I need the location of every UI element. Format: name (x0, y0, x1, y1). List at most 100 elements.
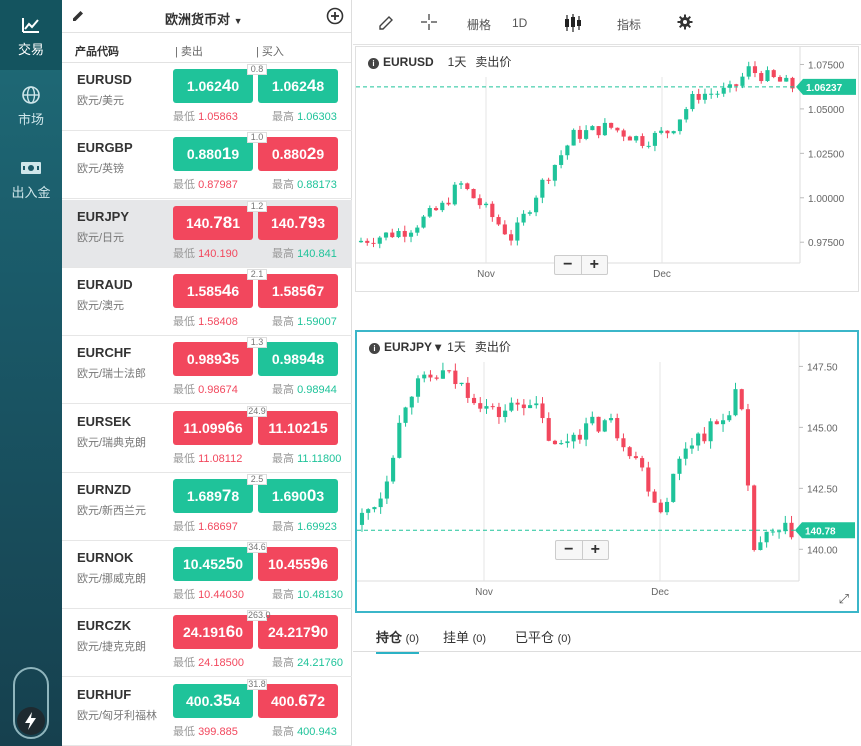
pair-row-eurusd[interactable]: EURUSD 欧元/美元 1.062 4 0 1.062 4 8 0.8 最低 1.05863 最高… (62, 63, 352, 131)
candle-body (559, 155, 564, 165)
pair-row-eurjpy[interactable]: EURJPY 欧元/日元 140. 78 1 140. 79 3 1.2 最低 140.190 最高… (62, 199, 352, 268)
crosshair-icon[interactable] (420, 13, 438, 31)
buy-price-button[interactable]: 0.989 4 8 (258, 342, 338, 377)
candle-body (652, 491, 657, 503)
high-label: 最高 (272, 452, 298, 465)
candle-body (777, 531, 782, 533)
low-value: 最低 1.68697 (173, 518, 238, 534)
candlestick-icon[interactable] (563, 13, 583, 33)
pair-row-eursek[interactable]: EURSEK 欧元/瑞典克朗 11.099 6 6 11.102 1 5 24.9 最低 11.0… (62, 405, 352, 473)
pencil-icon[interactable] (377, 14, 395, 32)
chart-eurjpy[interactable]: Nov Dec 147.50 145.00 142.50 140.00 140.78 i EUR… (355, 330, 859, 613)
pair-row-eurchf[interactable]: EURCHF 欧元/瑞士法郎 0.989 3 5 0.989 4 8 1.3 最低 0.98674… (62, 336, 352, 405)
sell-price-button[interactable]: 1.689 7 8 (173, 478, 253, 513)
gear-icon[interactable] (677, 14, 693, 30)
chart-period[interactable]: 1天 (447, 340, 466, 354)
candle-body (602, 122, 607, 136)
high-label: 最高 (272, 589, 298, 602)
candle-body (396, 230, 401, 238)
pair-row-eurnok[interactable]: EURNOK 欧元/挪威克朗 10.452 5 0 10.455 9 6 34.6 最低 10.4… (62, 541, 352, 610)
buy-price-button[interactable]: 0.880 2 9 (258, 137, 338, 172)
spread-badge: 24.9 (247, 405, 267, 417)
sell-price-button[interactable]: 10.452 5 0 (173, 547, 253, 582)
sell-price-button[interactable]: 1.062 4 0 (173, 69, 253, 103)
pair-row-eurhuf[interactable]: EURHUF 欧元/匈牙利福林 400. 35 4 400. 67 2 31.8 最低 399.8… (62, 678, 352, 746)
buy-price-button[interactable]: 24.217 9 0 (258, 615, 338, 650)
tab-pending-orders[interactable]: 挂单 (0) (443, 627, 486, 646)
buy-price-button[interactable]: 1.690 0 3 (258, 478, 338, 513)
sell-price-button[interactable]: 400. 35 4 (173, 683, 253, 718)
price-pip: 1 (232, 214, 240, 231)
tab-closed-positions[interactable]: 已平仓 (0) (515, 627, 571, 646)
pair-row-eurczk[interactable]: EURCZK 欧元/捷克克朗 24.191 6 0 24.217 9 0 263.0 最低 24.… (62, 609, 352, 678)
candle-body (602, 420, 607, 432)
candle-body (752, 66, 758, 74)
candle-body (390, 232, 395, 238)
chart-symbol[interactable]: EURJPY ▾ (384, 340, 442, 354)
sell-price-button[interactable]: 24.191 6 0 (173, 615, 253, 650)
chart-price-type[interactable]: 卖出价 (475, 55, 512, 69)
high-number: 10.48130 (297, 589, 343, 602)
candle-body (739, 389, 744, 410)
price-pip: 9 (231, 146, 240, 163)
price-big-digits: 1 (310, 417, 320, 437)
buy-price-button[interactable]: 11.102 1 5 (258, 410, 338, 445)
edit-icon[interactable] (71, 9, 85, 23)
high-number: 1.06303 (297, 111, 337, 123)
chart-eurusd[interactable]: Nov Dec 1.07500 1.05000 1.02500 1.00000 0.9750… (355, 46, 859, 292)
candle-body (521, 213, 526, 223)
pair-row-eurgbp[interactable]: EURGBP 欧元/英镑 0.880 1 9 0.880 2 9 1.0 最低 0.87987 最高… (62, 131, 352, 200)
nav-item-funds[interactable]: 出入金 (0, 158, 62, 213)
buy-price-button[interactable]: 140. 79 3 (258, 205, 338, 240)
grid-button[interactable]: 栅格 (467, 18, 492, 32)
tab-count: (0) (557, 633, 572, 645)
candle-body (734, 84, 739, 86)
candle-body (484, 203, 489, 206)
group-selector[interactable]: 欧洲货币对 ▼ (165, 9, 243, 28)
sell-price-button[interactable]: 1.585 4 6 (173, 273, 253, 308)
candle-body (683, 448, 688, 459)
candle-body (770, 531, 775, 533)
buy-price-button[interactable]: 10.455 9 6 (258, 547, 338, 582)
candle-body (546, 179, 551, 181)
y-tick-label: 1.05000 (808, 105, 845, 116)
indicator-button[interactable]: 指标 (617, 18, 642, 32)
high-label: 最高 (272, 179, 298, 192)
sell-price-button[interactable]: 11.099 6 6 (173, 410, 253, 445)
price-pip: 6 (320, 556, 329, 573)
expand-icon[interactable]: ⤢ (838, 591, 849, 606)
chart-symbol[interactable]: EURUSD (383, 55, 434, 69)
buy-price-button[interactable]: 1.585 6 7 (258, 273, 338, 308)
tab-open-positions[interactable]: 持仓 (0) (376, 627, 420, 654)
high-value: 最高 0.98944 (272, 381, 337, 397)
price-pip: 0 (235, 556, 244, 573)
interval-button[interactable]: 1D (512, 16, 528, 30)
candle-body (745, 409, 751, 486)
candle-body (434, 377, 439, 379)
candlestick-chart[interactable]: Nov Dec 1.07500 1.05000 1.02500 1.00000 0.9750… (356, 47, 858, 291)
pair-row-eurnzd[interactable]: EURNZD 欧元/新西兰元 1.689 7 8 1.690 0 3 2.5 最低 1.68697… (62, 473, 352, 541)
nav-item-market[interactable]: 市场 (0, 85, 62, 140)
candlestick-chart[interactable]: Nov Dec 147.50 145.00 142.50 140.00 140.78 (357, 332, 857, 611)
price-pip: 6 (234, 419, 243, 436)
pair-row-euraud[interactable]: EURAUD 欧元/澳元 1.585 4 6 1.585 6 7 2.1 最低 1.58408 最高… (62, 268, 352, 336)
y-tick-label: 0.97500 (808, 238, 845, 249)
candle-body (720, 420, 726, 425)
y-tick-label: 1.02500 (808, 149, 845, 160)
zoom-out-button[interactable]: − (556, 541, 583, 559)
flash-trade-toggle[interactable] (13, 667, 49, 739)
zoom-out-button[interactable]: − (555, 256, 582, 274)
chart-price-type[interactable]: 卖出价 (474, 340, 511, 354)
nav-item-trade[interactable]: 交易 (0, 0, 62, 70)
price-big-digits: 79 (298, 212, 318, 232)
price-big-digits: 1 (221, 144, 232, 164)
buy-price-button[interactable]: 400. 67 2 (258, 683, 338, 718)
sell-price-button[interactable]: 140. 78 1 (173, 205, 253, 240)
chart-period[interactable]: 1天 (447, 55, 467, 69)
sell-price-button[interactable]: 0.989 3 5 (173, 342, 253, 377)
buy-price-button[interactable]: 1.062 4 8 (258, 69, 338, 103)
zoom-in-button[interactable]: + (589, 256, 599, 273)
add-circle-icon[interactable] (326, 7, 344, 25)
sell-price-button[interactable]: 0.880 1 9 (173, 137, 253, 172)
zoom-in-button[interactable]: + (590, 541, 600, 558)
